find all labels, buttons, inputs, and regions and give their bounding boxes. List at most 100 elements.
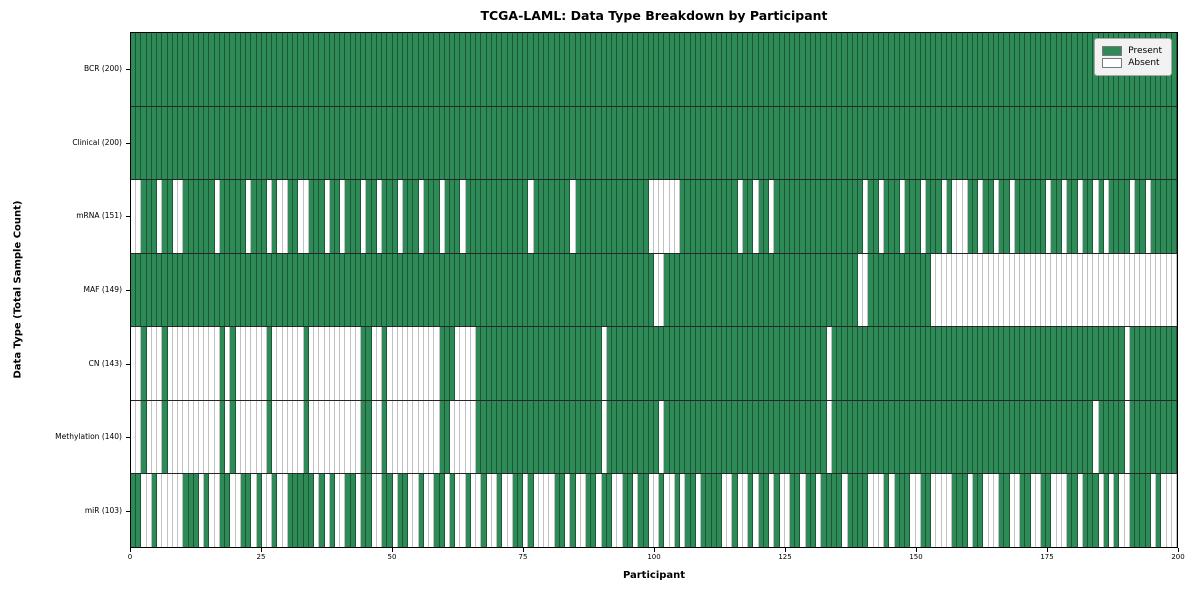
cell [298, 180, 304, 253]
cell [434, 180, 440, 253]
cell [894, 327, 900, 400]
cell [711, 253, 717, 327]
cell [575, 400, 581, 474]
cell [340, 474, 346, 548]
cell [402, 33, 409, 106]
cell [1082, 253, 1089, 327]
cell [769, 180, 775, 253]
cell [957, 253, 963, 327]
cell [261, 400, 267, 474]
cell [502, 474, 508, 548]
cell [397, 33, 403, 106]
cell [868, 253, 874, 327]
cell [418, 474, 424, 548]
cell [727, 327, 733, 400]
cell [805, 400, 811, 474]
cell [1156, 400, 1162, 474]
cell [795, 33, 801, 106]
cell [716, 33, 722, 106]
cell [287, 33, 294, 106]
cell [800, 180, 806, 253]
cell [146, 253, 152, 327]
cell [350, 327, 356, 400]
cell [193, 327, 199, 400]
cell [376, 33, 383, 106]
cell [805, 106, 811, 180]
cell [225, 180, 231, 253]
cell [1145, 400, 1151, 474]
data-type-row-mRNA [131, 179, 1177, 253]
cell [382, 33, 388, 106]
cell [408, 253, 414, 327]
cell [507, 327, 513, 400]
cell [434, 33, 440, 106]
cell [465, 327, 471, 400]
cell [763, 180, 770, 253]
cell [758, 106, 764, 180]
cell [674, 400, 681, 474]
cell [889, 400, 895, 474]
cell [131, 400, 137, 474]
cell [852, 33, 858, 106]
cell [690, 400, 696, 474]
cell [1004, 474, 1010, 548]
cell [701, 33, 707, 106]
cell [727, 474, 733, 548]
cell [544, 400, 550, 474]
cell [528, 400, 534, 474]
cell [1166, 400, 1172, 474]
cell [878, 474, 885, 548]
cell [282, 180, 288, 253]
cell [753, 180, 759, 253]
cell [852, 327, 858, 400]
cell [1020, 106, 1026, 180]
cell [706, 33, 712, 106]
cell [837, 474, 843, 548]
cell [695, 400, 702, 474]
cell [659, 474, 665, 548]
cell [737, 327, 743, 400]
cell [716, 474, 722, 548]
cell [894, 180, 900, 253]
cell [878, 400, 885, 474]
cell [230, 106, 236, 180]
cell [209, 180, 215, 253]
cell [361, 253, 367, 327]
cell [219, 400, 226, 474]
cell [198, 400, 205, 474]
cell [1098, 106, 1104, 180]
cell [680, 474, 686, 548]
cell [967, 253, 974, 327]
cell [193, 180, 199, 253]
cell [1098, 474, 1104, 548]
cell [753, 33, 759, 106]
x-tick-label-25: 25 [256, 553, 266, 561]
cell [1009, 327, 1015, 400]
cell [1051, 180, 1057, 253]
x-tick-label-150: 150 [909, 553, 923, 561]
cell [256, 106, 262, 180]
cell [748, 327, 754, 400]
cell [1067, 400, 1073, 474]
cell [470, 327, 477, 400]
cell [408, 400, 414, 474]
cell [418, 400, 424, 474]
cell [172, 474, 179, 548]
cell [842, 253, 848, 327]
cell [235, 327, 241, 400]
cell [1114, 253, 1120, 327]
cell [392, 400, 398, 474]
cell [287, 400, 294, 474]
legend: Present Absent [1094, 38, 1172, 76]
cell [654, 180, 660, 253]
cell [1067, 180, 1073, 253]
cell [408, 327, 414, 400]
cell [1093, 253, 1099, 327]
cell [528, 327, 534, 400]
cell [523, 180, 529, 253]
cell [622, 106, 628, 180]
cell [737, 106, 743, 180]
cell [533, 253, 539, 327]
cell [460, 106, 466, 180]
